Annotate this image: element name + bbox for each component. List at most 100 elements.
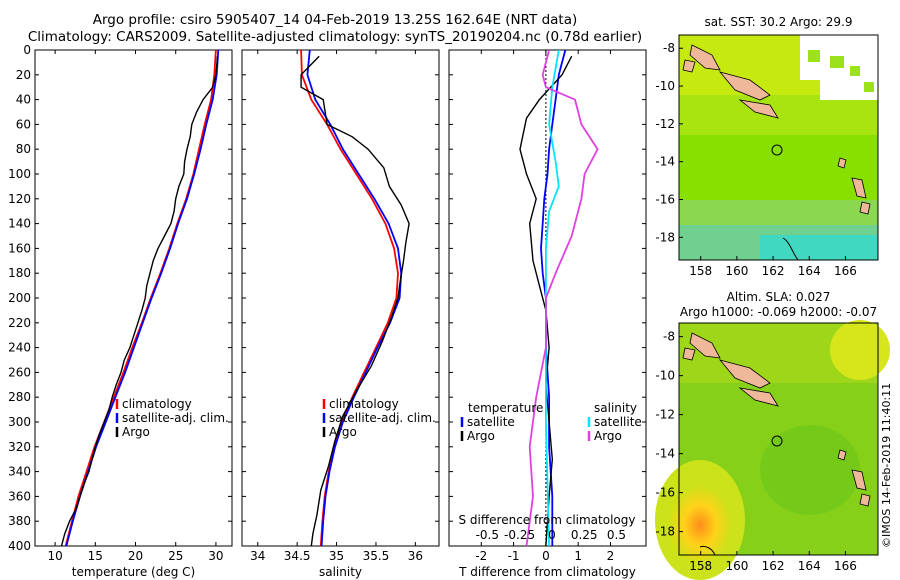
map-y-tick-label: -16 (655, 192, 675, 206)
y-tick-label: 320 (8, 440, 31, 454)
x-axis-label: salinity (319, 565, 362, 579)
series-line-climatology (300, 50, 399, 546)
map-x-tick-label: 158 (689, 559, 712, 573)
map-y-tick-label: -12 (655, 408, 675, 422)
secondary-tick-label: 0 (548, 528, 556, 542)
y-tick-label: 280 (8, 390, 31, 404)
plot-frame (34, 49, 233, 547)
x-tick-label: 35.5 (363, 549, 390, 563)
y-tick-label: 260 (8, 365, 31, 379)
y-tick-label: 40 (16, 93, 31, 107)
map-y-tick-label: -14 (655, 447, 675, 461)
y-tick-label: 100 (8, 167, 31, 181)
salinity-panel: 34 34.5 35 35.5 36 salinity climatologysatelli… (241, 49, 440, 579)
x-tick-label: 25 (168, 549, 183, 563)
secondary-tick-label: 0.25 (571, 528, 598, 542)
secondary-tick-label: -0.5 (476, 528, 499, 542)
series-line-salinity-satellite (545, 50, 560, 546)
legend-title: temperature (468, 401, 543, 415)
y-tick-label: 220 (8, 316, 31, 330)
map-y-tick-label: -14 (655, 155, 675, 169)
argo-location-marker-2 (771, 435, 783, 447)
map-x-tick-label: 164 (798, 264, 821, 278)
y-tick-label: 340 (8, 465, 31, 479)
legend-label: climatology (329, 397, 399, 411)
series-group (300, 50, 410, 546)
y-tick-label: 300 (8, 415, 31, 429)
y-tick-label: 60 (16, 117, 31, 131)
x-tick-label: 15 (88, 549, 103, 563)
legend-label: Argo (122, 425, 150, 439)
legend-label: Argo (467, 429, 495, 443)
map-y-tick-label: -16 (655, 486, 675, 500)
map-x-tick-label: 160 (725, 264, 748, 278)
y-tick-label: 120 (8, 192, 31, 206)
legend-label: Argo (329, 425, 357, 439)
series-group (519, 50, 599, 546)
legend-label: satellite-adj. clim. (122, 411, 229, 425)
sla-map (655, 320, 890, 580)
difference-panel: -2 -1 0 1 2 T difference from climatology temp… (448, 49, 647, 579)
map-y-tick-label: -10 (655, 79, 675, 93)
y-tick-label: 400 (8, 539, 31, 553)
legend-label: climatology (122, 397, 192, 411)
x-tick-label: 34.5 (284, 549, 311, 563)
plot-frame (241, 49, 440, 547)
series-line-satellite-adj-clim- (306, 50, 403, 546)
x-tick-label: 34 (250, 549, 265, 563)
secondary-tick-label: -0.25 (504, 528, 535, 542)
x-tick-label: 35 (329, 549, 344, 563)
x-tick-label: 36 (408, 549, 423, 563)
x-axis-label: T difference from climatology (458, 565, 636, 579)
y-tick-label: 240 (8, 341, 31, 355)
map-y-tick-label: -10 (655, 369, 675, 383)
y-tick-label: 20 (16, 68, 31, 82)
map-x-tick-label: 164 (798, 559, 821, 573)
secondary-axis-label: S difference from climatology (459, 513, 636, 527)
map-x-tick-label: 166 (834, 264, 857, 278)
secondary-tick-label: 0.5 (607, 528, 626, 542)
series-group (60, 50, 220, 546)
argo-location-marker (771, 144, 783, 156)
series-line-temperature-argo (519, 55, 573, 546)
series-line-salinity-argo (525, 50, 599, 546)
y-tick-label: 360 (8, 489, 31, 503)
y-tick-label: 180 (8, 266, 31, 280)
legend-title: salinity (594, 401, 637, 415)
credit-label: ©IMOS 14-Feb-2019 11:40:11 (880, 382, 893, 548)
sst-map (678, 34, 879, 261)
sla-map-title: Altim. SLA: 0.027 (726, 290, 831, 304)
map-y-tick-label: -8 (663, 41, 675, 55)
y-tick-label: 380 (8, 514, 31, 528)
map-x-tick-label: 158 (689, 264, 712, 278)
map-y-tick-label: -8 (663, 330, 675, 344)
x-tick-label: -1 (508, 549, 520, 563)
x-tick-label: 30 (208, 549, 223, 563)
map-x-tick-label: 162 (762, 264, 785, 278)
header-line-1: Argo profile: csiro 5905407_14 04-Feb-20… (92, 12, 578, 28)
y-tick-label: 0 (23, 43, 31, 57)
y-tick-label: 200 (8, 291, 31, 305)
map-x-tick-label: 166 (834, 559, 857, 573)
series-line-argo (60, 56, 219, 546)
x-tick-label: 10 (47, 549, 62, 563)
y-tick-label: 80 (16, 142, 31, 156)
series-line-temperature-satellite (540, 50, 567, 546)
x-tick-label: 2 (607, 549, 615, 563)
map-x-tick-label: 160 (725, 559, 748, 573)
legend-label: satellite-adj. clim. (329, 411, 436, 425)
x-tick-label: -2 (475, 549, 487, 563)
map-y-tick-label: -18 (655, 230, 675, 244)
map-x-tick-label: 162 (762, 559, 785, 573)
legend-label: satellite (467, 415, 515, 429)
x-tick-label: 20 (128, 549, 143, 563)
series-line-argo (300, 55, 410, 546)
sst-map-title: sat. SST: 30.2 Argo: 29.9 (704, 15, 853, 29)
map-axes: 158 160 162 164 166 -8 -10 -12 -14 -16 -18 158 160 16… (655, 41, 856, 573)
x-axis-label: temperature (deg C) (72, 565, 195, 579)
x-tick-label: 0 (542, 549, 550, 563)
x-tick-label: 1 (574, 549, 582, 563)
map-y-tick-label: -12 (655, 117, 675, 131)
legend-label: Argo (594, 429, 622, 443)
